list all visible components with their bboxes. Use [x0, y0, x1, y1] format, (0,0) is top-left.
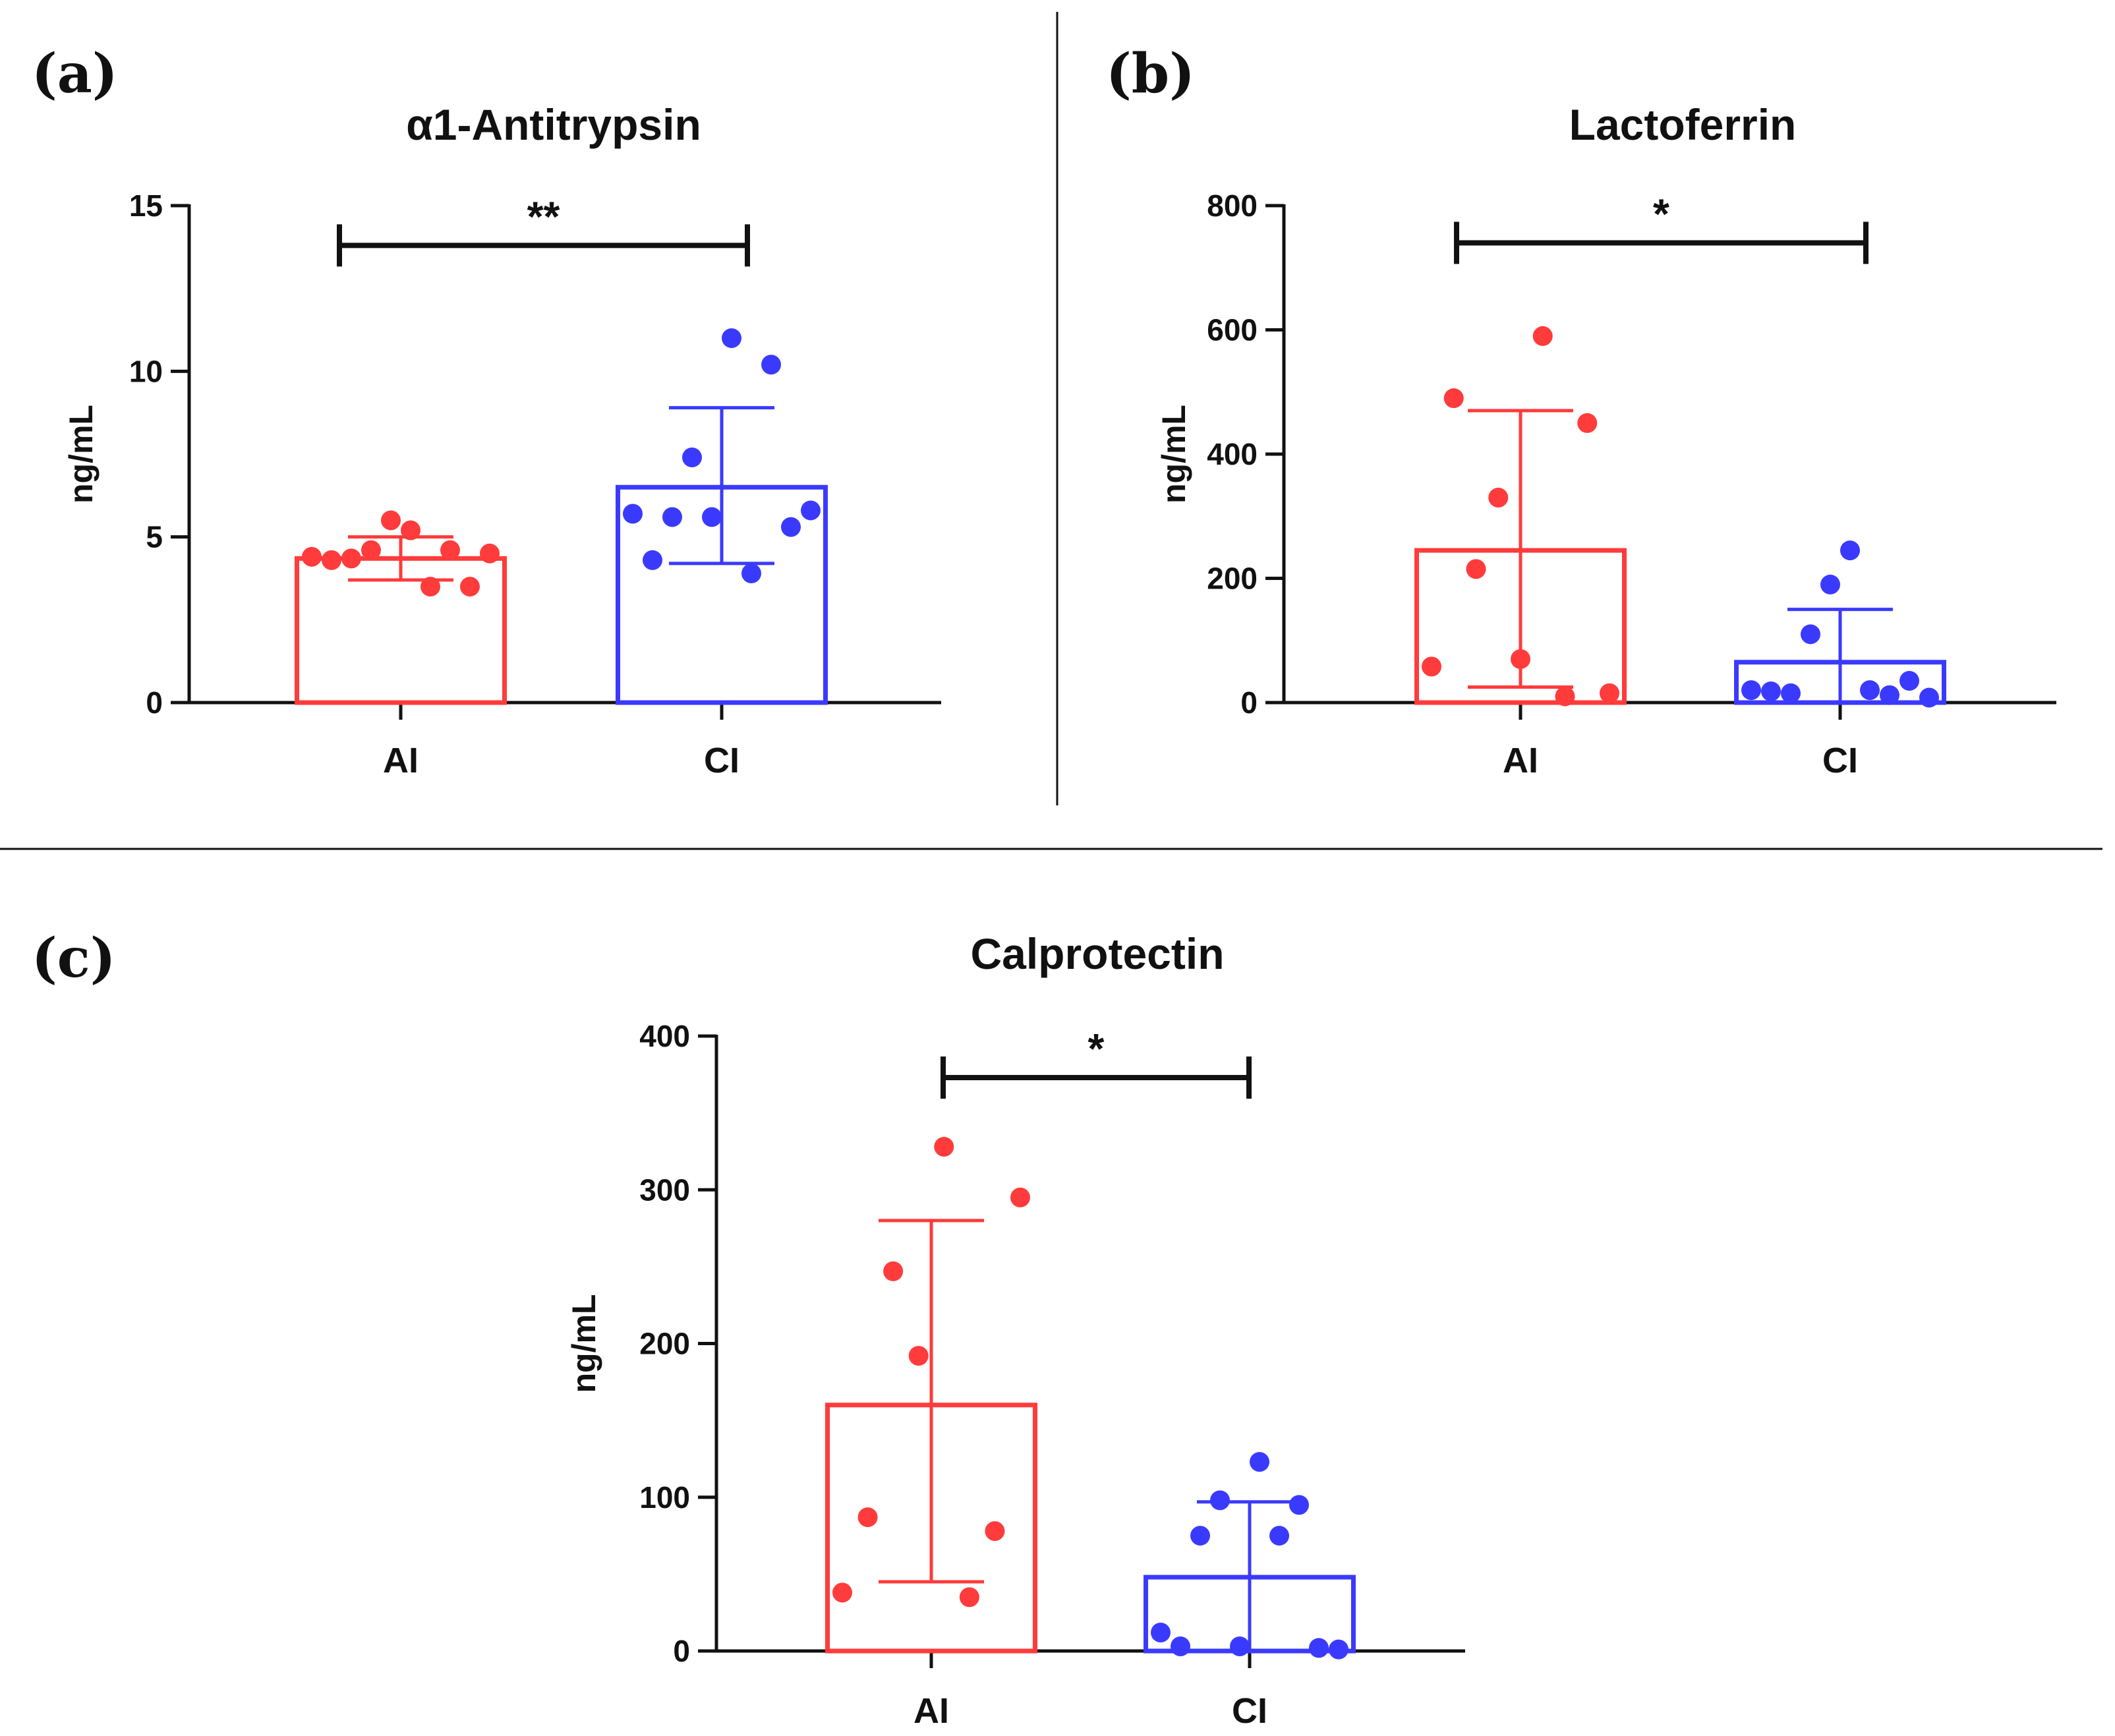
data-point-ai — [1577, 413, 1598, 433]
data-point-ai — [420, 577, 440, 597]
significance-label: * — [1653, 190, 1669, 238]
data-point-ci — [1190, 1526, 1210, 1546]
data-point-ai — [1511, 649, 1530, 670]
data-point-ci — [1899, 671, 1919, 691]
y-tick-label: 100 — [639, 1480, 690, 1515]
category-label-ci: CI — [1232, 1691, 1267, 1731]
panel-label: (c) — [32, 927, 116, 990]
data-point-ai — [934, 1136, 954, 1157]
data-point-ai — [985, 1521, 1005, 1542]
category-label-ai: AI — [1503, 741, 1538, 780]
data-point-ci — [1230, 1636, 1250, 1657]
data-point-ci — [702, 507, 722, 527]
y-tick-label: 5 — [146, 520, 163, 554]
data-point-ci — [1761, 681, 1781, 702]
data-point-ai — [302, 546, 322, 567]
significance-label: ** — [527, 192, 560, 240]
data-point-ai — [959, 1587, 979, 1607]
panel-label: (a) — [32, 42, 118, 105]
y-tick-label: 15 — [129, 188, 163, 223]
data-point-ci — [623, 504, 643, 524]
data-point-ci — [1860, 680, 1880, 701]
data-point-ci — [1289, 1495, 1309, 1515]
data-point-ai — [857, 1507, 878, 1528]
data-point-ci — [682, 448, 702, 468]
data-point-ai — [1532, 326, 1553, 346]
data-point-ci — [761, 355, 781, 375]
category-label-ci: CI — [1822, 741, 1858, 780]
panel-label: (b) — [1106, 42, 1195, 105]
chart-title: Calprotectin — [970, 929, 1224, 978]
y-tick-label: 300 — [639, 1172, 690, 1207]
y-tick-label: 200 — [639, 1327, 690, 1361]
chart-c: (c) Calprotectin 0 100 200 300 400 ng/mL AI CI * — [32, 927, 1465, 1731]
data-point-ci — [722, 328, 741, 349]
data-point-ai — [1555, 686, 1575, 707]
data-point-ai — [440, 540, 460, 560]
category-label-ai: AI — [913, 1691, 949, 1731]
data-point-ai — [322, 550, 341, 570]
data-point-ci — [1250, 1452, 1269, 1472]
data-point-ai — [1422, 656, 1441, 677]
data-point-ci — [1171, 1636, 1190, 1657]
data-point-ai — [480, 543, 500, 564]
data-point-ai — [883, 1261, 904, 1281]
data-point-ci — [1801, 624, 1820, 645]
data-point-ci — [1269, 1526, 1289, 1546]
data-point-ci — [1151, 1623, 1171, 1643]
data-point-ai — [908, 1346, 929, 1366]
category-label-ci: CI — [704, 741, 739, 780]
data-point-ai — [401, 520, 420, 540]
data-point-ai — [381, 510, 401, 531]
data-point-ci — [662, 507, 682, 527]
data-point-ai — [361, 540, 381, 560]
data-point-ai — [1443, 388, 1464, 409]
data-point-ci — [1781, 683, 1801, 703]
data-point-ai — [1010, 1187, 1030, 1207]
data-point-ai — [832, 1582, 852, 1603]
chart-title: α1-Antitrypsin — [406, 100, 701, 149]
data-point-ci — [1840, 540, 1860, 561]
y-tick-label: 400 — [1207, 437, 1258, 471]
data-point-ai — [341, 548, 361, 569]
significance-label: * — [1088, 1025, 1105, 1072]
data-point-ci — [781, 517, 801, 537]
y-tick-label: 400 — [639, 1019, 690, 1053]
y-tick-label: 0 — [673, 1634, 690, 1668]
data-point-ci — [1919, 687, 1939, 708]
data-point-ci — [1820, 574, 1840, 594]
y-tick-label: 0 — [1240, 685, 1258, 720]
data-point-ci — [741, 563, 761, 583]
data-point-ci — [801, 500, 821, 521]
data-point-ci — [1309, 1638, 1329, 1658]
data-point-ci — [1329, 1639, 1348, 1660]
chart-title: Lactoferrin — [1569, 100, 1797, 149]
data-point-ci — [1880, 685, 1899, 705]
data-point-ci — [643, 550, 662, 570]
y-tick-label: 10 — [129, 354, 163, 388]
y-axis-title: ng/mL — [1155, 405, 1192, 504]
data-point-ai — [1600, 683, 1619, 703]
y-tick-label: 600 — [1207, 313, 1258, 347]
category-label-ai: AI — [383, 741, 419, 780]
y-tick-label: 200 — [1207, 562, 1258, 596]
data-point-ai — [1488, 487, 1509, 507]
data-point-ci — [1210, 1490, 1230, 1511]
chart-b: (b) Lactoferrin 0 200 400 600 800 ng/mL AI CI * — [1106, 42, 2056, 780]
chart-a: (a) α1-Antitrypsin 0 5 10 15 ng/mL AI CI ** — [32, 42, 941, 780]
data-point-ai — [460, 577, 480, 597]
y-axis-title: ng/mL — [565, 1294, 602, 1393]
y-tick-label: 0 — [146, 685, 163, 720]
y-tick-label: 800 — [1207, 188, 1258, 223]
y-axis-title: ng/mL — [63, 405, 100, 504]
data-point-ai — [1466, 559, 1486, 579]
data-point-ci — [1741, 680, 1761, 701]
